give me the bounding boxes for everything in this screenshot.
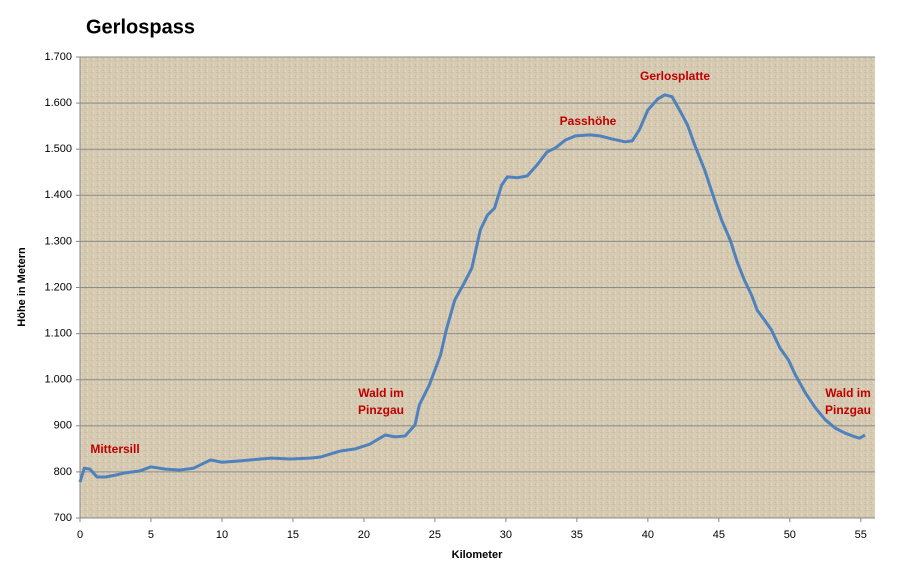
y-tick-label: 1.200 [44,281,72,293]
annotation: Passhöhe [560,114,617,128]
y-tick-label: 1.000 [44,374,72,386]
x-tick-label: 20 [358,529,370,541]
annotation: Wald im [358,386,404,400]
line [78,93,866,483]
y-tick-label: 1.100 [44,328,72,340]
y-axis-title: Höhe in Metern [16,247,28,327]
x-tick-label: 35 [571,529,583,541]
x-tick-label: 50 [784,529,796,541]
y-tick-label: 1.400 [44,189,72,201]
x-tick-label: 0 [77,529,83,541]
annotation: Wald im [825,386,871,400]
y-tick-label: 800 [54,466,72,478]
chart-title: Gerlospass [86,16,195,38]
x-tick-label: 15 [287,529,299,541]
y-tick-label: 1.700 [44,51,72,63]
x-axis-title: Kilometer [452,549,503,561]
x-tick-label: 5 [148,529,154,541]
y-tick-label: 1.600 [44,97,72,109]
y-tick-label: 900 [54,420,72,432]
annotation: Pinzgau [358,403,404,417]
annotation: Mittersill [90,442,139,456]
y-tick-label: 1.500 [44,143,72,155]
y-tick-label: 700 [54,512,72,524]
annotation: Gerlosplatte [640,69,710,83]
x-tick-label: 10 [216,529,228,541]
x-tick-label: 55 [855,529,867,541]
x-tick-label: 40 [642,529,654,541]
x-tick-label: 45 [713,529,725,541]
y-tick-label: 1.300 [44,235,72,247]
annotation: Pinzgau [825,403,871,417]
x-tick-label: 30 [500,529,512,541]
x-tick-label: 25 [429,529,441,541]
